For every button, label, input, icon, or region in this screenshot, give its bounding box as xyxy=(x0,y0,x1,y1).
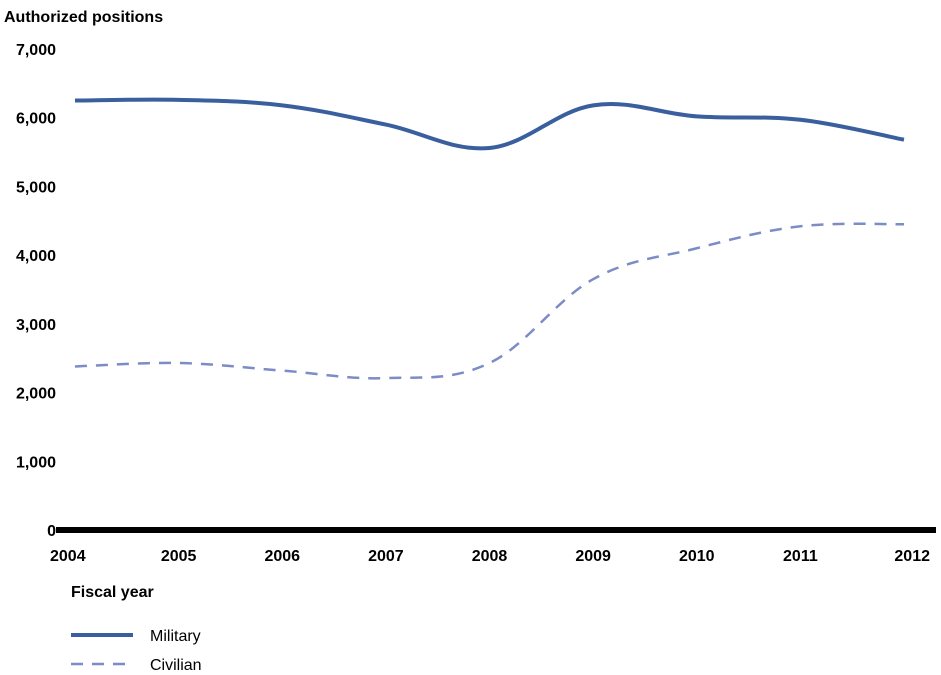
y-axis-title: Authorized positions xyxy=(4,9,163,26)
legend-label-civilian: Civilian xyxy=(150,657,202,674)
x-tick-label: 2005 xyxy=(161,548,197,565)
x-tick-label: 2007 xyxy=(368,548,404,565)
x-tick-label: 2004 xyxy=(50,548,86,565)
y-tick-label: 1,000 xyxy=(16,454,56,471)
x-axis-title: Fiscal year xyxy=(71,584,154,601)
series-line-military xyxy=(74,97,905,151)
x-tick-label: 2012 xyxy=(894,548,930,565)
y-tick-label: 5,000 xyxy=(16,179,56,196)
y-tick-label: 4,000 xyxy=(16,248,56,265)
x-tick-label: 2011 xyxy=(783,548,818,565)
series-group xyxy=(74,97,905,380)
legend-label-military: Military xyxy=(150,628,201,645)
legend: Military Civilian xyxy=(71,628,202,674)
y-tick-labels: 0 1,000 2,000 3,000 4,000 5,000 6,000 7,000 xyxy=(16,42,56,540)
x-tick-label: 2009 xyxy=(575,548,611,565)
y-tick-label: 0 xyxy=(47,523,56,540)
series-line-civilian xyxy=(74,222,905,380)
x-tick-label: 2008 xyxy=(472,548,508,565)
y-tick-label: 7,000 xyxy=(16,42,56,59)
x-tick-labels: 2004 2005 2006 2007 2008 2009 2010 2011 2012 xyxy=(50,548,930,565)
y-tick-label: 6,000 xyxy=(16,111,56,128)
x-tick-label: 2006 xyxy=(264,548,300,565)
y-tick-label: 2,000 xyxy=(16,386,56,403)
x-tick-label: 2010 xyxy=(679,548,715,565)
y-tick-label: 3,000 xyxy=(16,317,56,334)
